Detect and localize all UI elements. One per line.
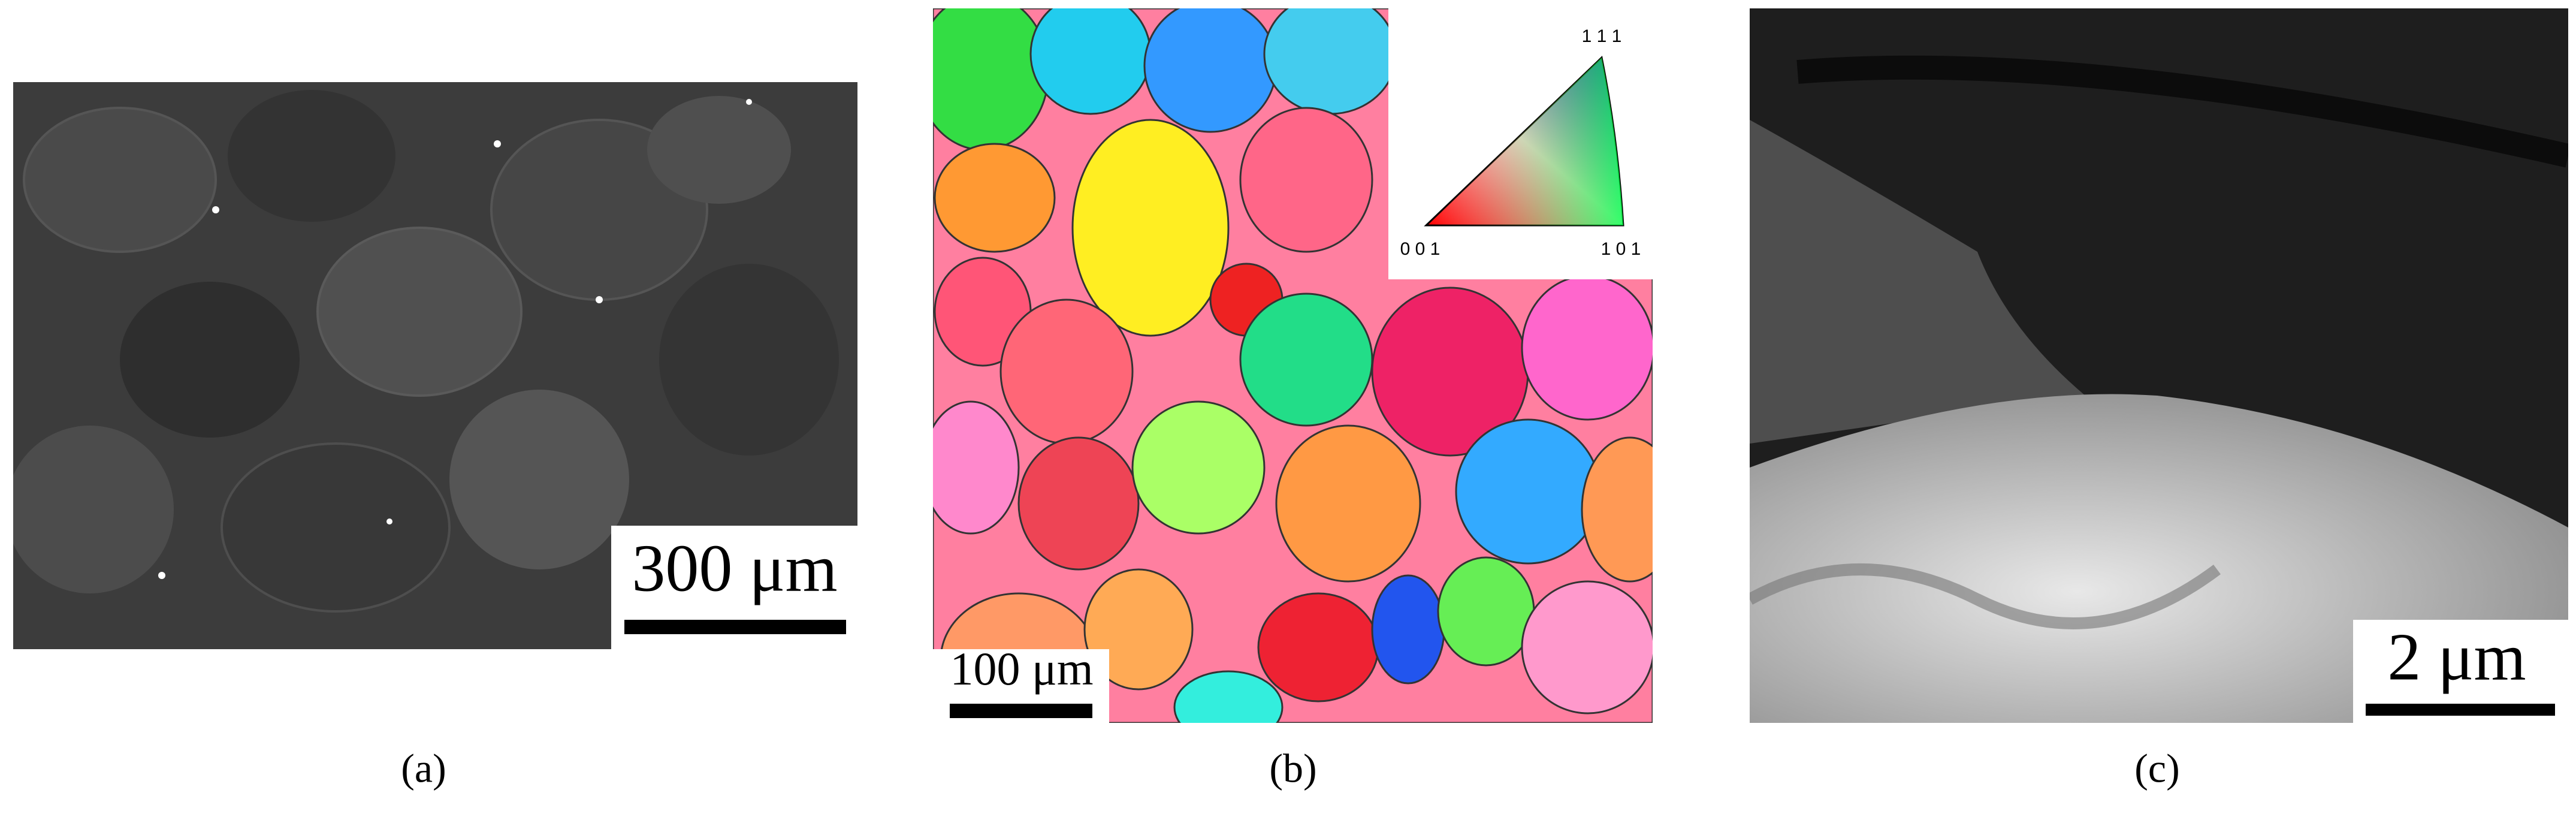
ipf-label: 1 0 1 xyxy=(1601,239,1641,259)
scale-bar xyxy=(950,704,1092,718)
panel-a-image xyxy=(13,82,857,649)
ipf-label: 1 1 1 xyxy=(1582,26,1622,46)
scale-bar xyxy=(624,620,846,634)
panel-label: (c) xyxy=(2134,746,2179,791)
scale-bar xyxy=(2366,704,2555,716)
panel-label: (a) xyxy=(401,746,446,791)
scale-bar-label: 100 μm xyxy=(950,643,1094,695)
scale-bar-label: 300 μm xyxy=(632,532,837,606)
scale-bar-label: 2 μm xyxy=(2387,620,2526,695)
ipf-label: 0 0 1 xyxy=(1400,239,1440,259)
panel-label: (b) xyxy=(1269,746,1316,791)
ipf-triangle-overlay xyxy=(1426,58,1623,225)
panel-c-image xyxy=(1750,8,2568,723)
